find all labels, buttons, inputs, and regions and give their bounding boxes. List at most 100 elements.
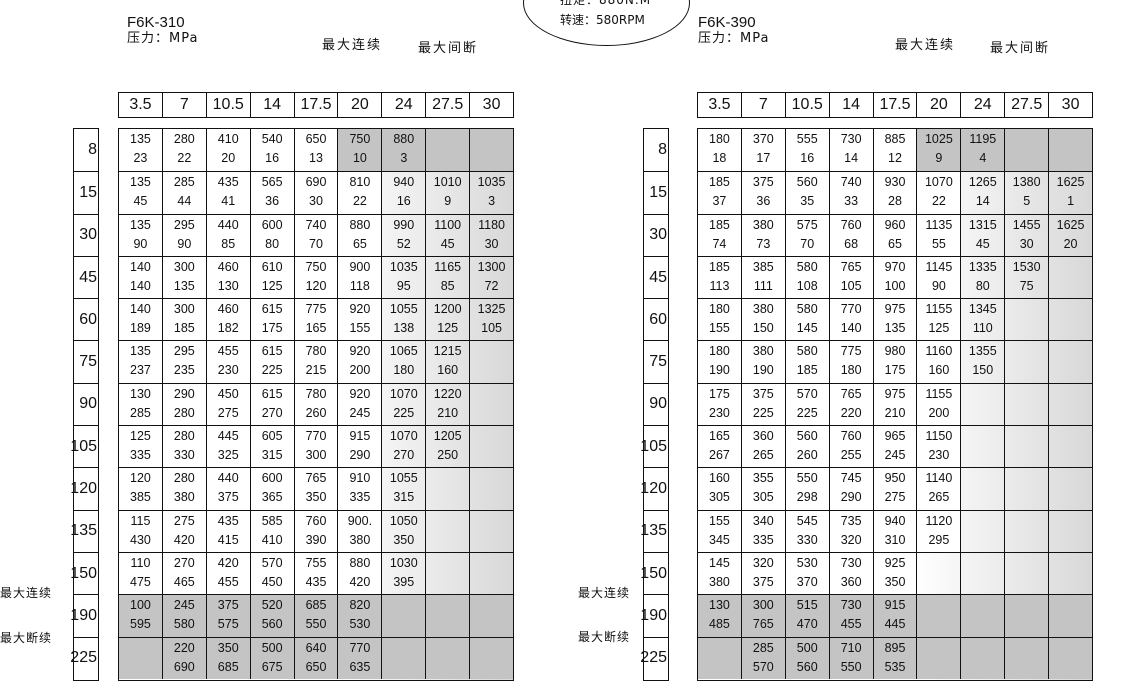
torque-value: 585	[261, 513, 283, 528]
displacement-cell: 135	[70, 509, 98, 552]
torque-value: 1335	[968, 259, 997, 274]
flow-value: 260	[796, 448, 818, 463]
table-cell: 115 430	[119, 510, 162, 552]
flow-value: 185	[173, 321, 195, 336]
table-cell: 1070 225	[381, 383, 425, 426]
pressure-header-cell: 3.5	[708, 96, 731, 113]
table-cell: 500 675	[249, 637, 294, 679]
flow-value: 305	[709, 490, 730, 505]
table-cell	[425, 129, 470, 172]
table-cell: 1120 295	[916, 510, 961, 552]
displacement-cell: 75	[644, 340, 668, 382]
flow-value: 135	[173, 278, 195, 293]
displacement-cell: 8	[658, 141, 667, 159]
flow-value: 290	[840, 490, 862, 505]
torque-value: 780	[305, 344, 327, 359]
table-cell: 185 113	[698, 256, 741, 299]
torque-value: 445	[217, 429, 239, 444]
torque-value: 135	[130, 344, 151, 359]
flow-value: 150	[752, 321, 774, 336]
torque-value: 560	[796, 175, 818, 190]
flow-value: 530	[349, 617, 371, 632]
table-row: 185 113 385 111 580 108 765 105 970 100 1145 90 1335…	[698, 255, 1092, 299]
flow-value: 190	[752, 363, 774, 378]
table-row: 135 23 280 22 410 20 540 16 650 13 750 10 880 3	[119, 129, 514, 172]
table-cell	[1004, 341, 1048, 383]
torque-value: 910	[349, 471, 371, 486]
table-cell: 900. 380	[337, 510, 382, 552]
table-cell	[916, 637, 961, 679]
table-cell: 1455 30	[1004, 214, 1048, 256]
table-cell: 885 12	[872, 129, 917, 172]
table-cell: 135 237	[119, 341, 162, 383]
table-cell	[425, 552, 469, 595]
table-cell: 245 580	[161, 595, 206, 637]
torque-value: 280	[173, 471, 195, 486]
flow-value: 245	[349, 405, 371, 420]
pressure-header-cell: 27.5	[1004, 93, 1048, 117]
flow-value: 74	[712, 236, 727, 251]
displacement-cell: 120	[640, 467, 668, 509]
displacement-cell: 60	[74, 298, 98, 340]
table-row: 220 690 350 685 500 675 640 650 770 635	[119, 636, 514, 679]
displacement-cell: 75	[74, 340, 98, 382]
table-cell	[469, 510, 513, 552]
flow-value: 275	[217, 405, 239, 420]
flow-value: 37	[712, 194, 727, 209]
table-cell: 600 365	[249, 468, 294, 510]
torque-value: 940	[884, 513, 906, 528]
torque-value: 760	[305, 513, 327, 528]
flow-value: 90	[133, 236, 148, 251]
torque-value: 300	[173, 302, 195, 317]
torque-value: 1300	[477, 259, 506, 274]
table-cell: 1180 30	[469, 214, 513, 256]
table-cell: 1200 125	[425, 299, 469, 341]
torque-value: 1215	[433, 344, 462, 359]
torque-value: 775	[305, 302, 327, 317]
table-cell: 1050 350	[381, 510, 425, 552]
flow-value: 210	[884, 405, 906, 420]
table-cell	[960, 595, 1005, 637]
torque-value: 970	[884, 259, 906, 274]
flow-value: 270	[393, 448, 415, 463]
table-cell	[960, 383, 1004, 426]
flow-value: 16	[800, 151, 815, 165]
flow-value: 12	[888, 151, 902, 165]
flow-value: 45	[133, 194, 148, 209]
table-cell: 435 415	[205, 510, 250, 552]
table-cell: 1380 5	[1004, 172, 1048, 214]
flow-value: 315	[261, 448, 283, 463]
table-row: 140 140 300 135 460 130 610 125 750 120 900 118 1035…	[119, 255, 513, 299]
torque-value: 185	[709, 217, 730, 232]
flow-value: 320	[840, 532, 862, 547]
flow-value: 298	[796, 490, 818, 505]
flow-value: 575	[217, 617, 239, 632]
table-cell: 780 260	[293, 383, 338, 426]
table-row: 140 189 300 185 460 182 615 175 775 165 920 155 1055…	[119, 298, 513, 341]
torque-value: 895	[884, 640, 906, 655]
torque-value: 600	[261, 217, 283, 232]
flow-value: 550	[305, 617, 327, 632]
flow-value: 420	[349, 574, 371, 589]
table-row: 100 595 245 580 375 575 520 560 685 550 820 530	[119, 594, 514, 637]
flow-value: 22	[177, 151, 192, 165]
flow-value: 237	[130, 363, 151, 378]
flow-value: 110	[972, 321, 993, 336]
table-cell	[425, 595, 470, 637]
table-cell: 1335 80	[960, 256, 1004, 299]
table-row: 125 335 280 330 445 325 605 315 770 300 915 290 1070…	[119, 425, 513, 468]
flow-value: 30	[484, 236, 499, 251]
torque-value: 340	[752, 513, 774, 528]
torque-value: 965	[884, 429, 906, 444]
table-cell: 690 30	[293, 172, 338, 214]
flow-value: 410	[261, 532, 283, 547]
flow-value: 255	[840, 448, 862, 463]
flow-value: 130	[217, 278, 239, 293]
flow-value: 225	[393, 405, 415, 420]
flow-value: 450	[261, 574, 283, 589]
flow-value: 145	[796, 321, 818, 336]
table-cell: 100 595	[119, 595, 162, 637]
table-cell: 1135 55	[916, 214, 961, 256]
torque-value: 1165	[434, 259, 462, 274]
table-cell	[1004, 383, 1048, 426]
